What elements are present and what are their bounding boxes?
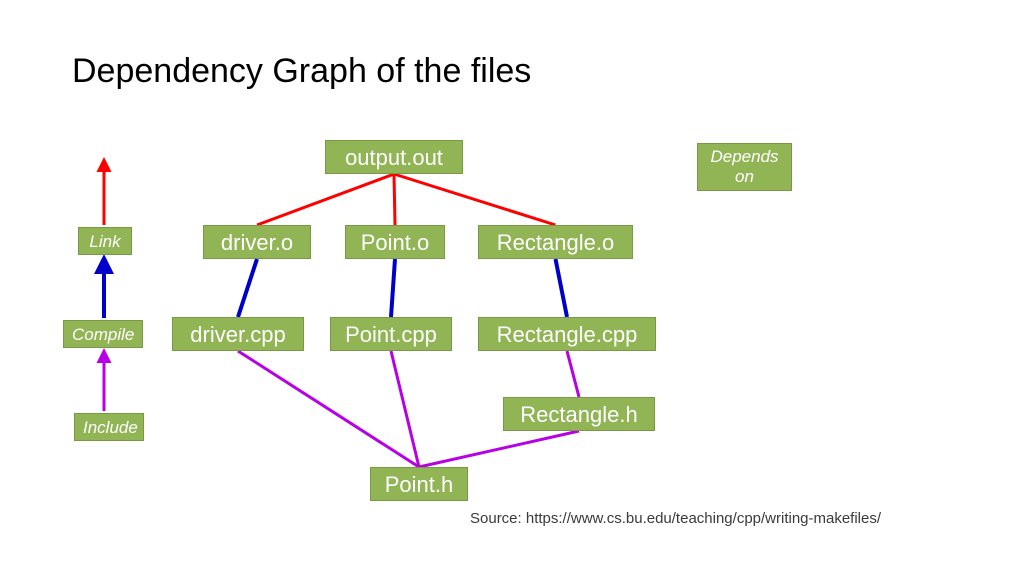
- edge-driver_cpp-point_h: [238, 351, 419, 467]
- legend-include: Include: [74, 413, 144, 441]
- node-output: output.out: [325, 140, 463, 174]
- edge-rectangle_h-point_h: [419, 431, 579, 467]
- edge-rectangle_o-rectangle_cpp: [556, 259, 568, 317]
- legend-link: Link: [78, 227, 132, 255]
- edge-driver_o-driver_cpp: [238, 259, 257, 317]
- edge-output-rectangle_o: [394, 174, 556, 225]
- source-text: Source: https://www.cs.bu.edu/teaching/c…: [470, 510, 881, 527]
- edge-point_o-point_cpp: [391, 259, 395, 317]
- edge-point_cpp-point_h: [391, 351, 419, 467]
- page-title: Dependency Graph of the files: [72, 52, 531, 91]
- edge-output-point_o: [394, 174, 395, 225]
- node-point_h: Point.h: [370, 467, 468, 501]
- edge-rectangle_cpp-rectangle_h: [567, 351, 579, 397]
- edge-output-driver_o: [257, 174, 394, 225]
- node-point_cpp: Point.cpp: [330, 317, 452, 351]
- node-driver_o: driver.o: [203, 225, 311, 259]
- node-rectangle_h: Rectangle.h: [503, 397, 655, 431]
- node-point_o: Point.o: [345, 225, 445, 259]
- legend-depends_on: Dependson: [697, 143, 792, 191]
- legend-compile: Compile: [63, 320, 143, 348]
- node-rectangle_o: Rectangle.o: [478, 225, 633, 259]
- node-driver_cpp: driver.cpp: [172, 317, 304, 351]
- node-rectangle_cpp: Rectangle.cpp: [478, 317, 656, 351]
